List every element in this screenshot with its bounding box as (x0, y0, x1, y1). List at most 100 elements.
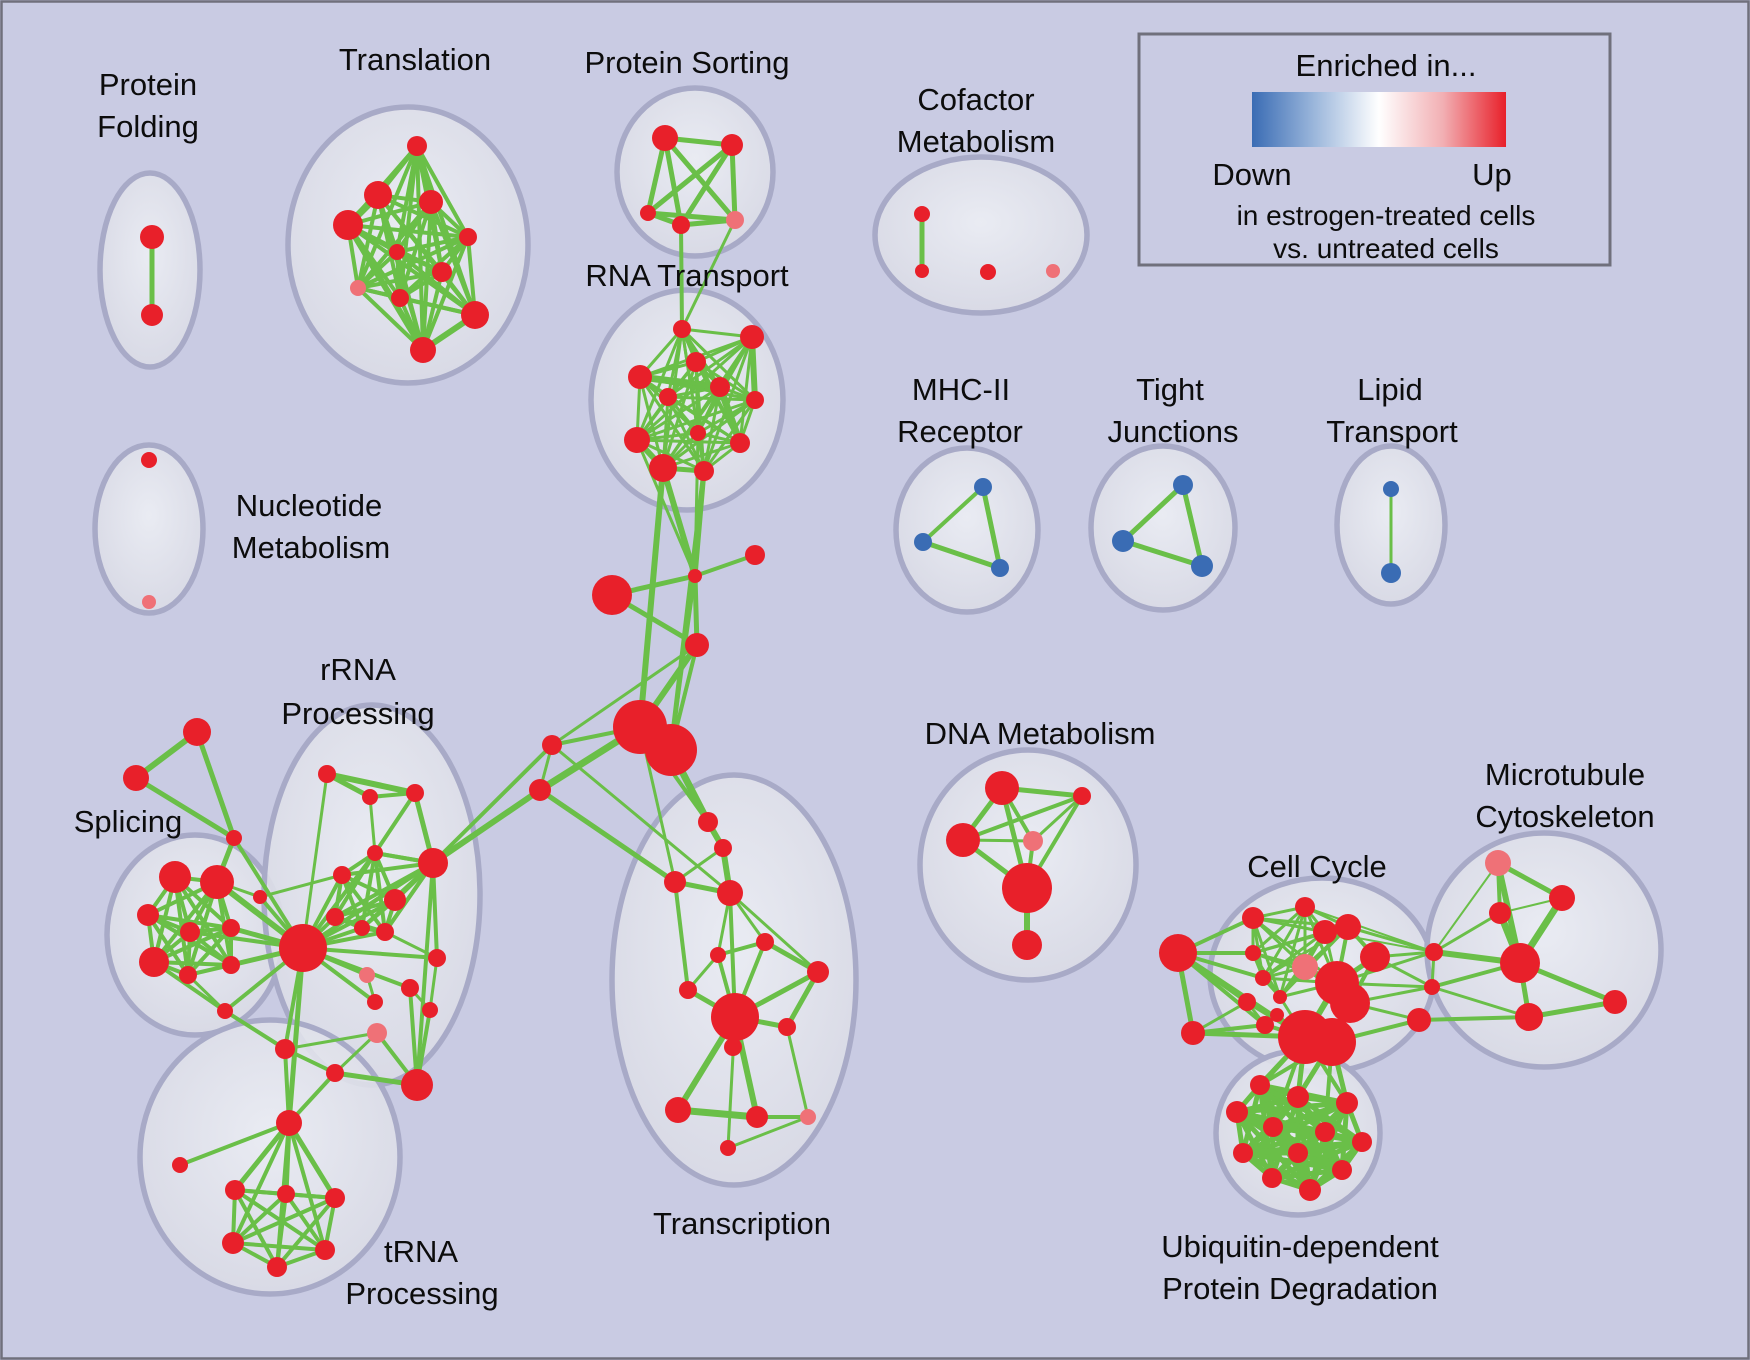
node-rt10 (730, 433, 750, 453)
node-cc1 (1242, 907, 1264, 929)
edge-tr_hub-tr_iso (178, 1121, 291, 1167)
node-r6 (333, 866, 351, 884)
edge-u3-u4 (1234, 1100, 1350, 1115)
node-ps5 (726, 211, 744, 229)
legend-box (1137, 32, 1612, 267)
cluster-label-rrna-processing-line1: rRNA (320, 652, 396, 687)
cluster-label-protein-sorting-line1: Protein Sorting (584, 45, 789, 80)
edge-mt_bl-mt3 (1417, 1015, 1531, 1022)
node-c_s1 (542, 735, 562, 755)
cluster-label-tight-junctions-line1: Tight (1136, 372, 1204, 407)
edge-mt_j2-mt3 (1430, 985, 1531, 1019)
node-cc2 (1295, 897, 1315, 917)
node-t2 (364, 181, 392, 209)
node-d4 (1023, 831, 1043, 851)
cluster-label-mhc-ii-receptor-line2: Receptor (897, 414, 1023, 449)
edge-s9-tr_b (223, 1009, 287, 1051)
node-s4 (180, 922, 200, 942)
node-x9 (778, 1018, 796, 1036)
edge-m1-m3 (980, 484, 1003, 571)
legend-title: Enriched in... (1296, 48, 1477, 83)
edge-c_s1-x4 (550, 743, 732, 895)
legend: Enriched in... Down Up in estrogen-treated … (1137, 32, 1612, 267)
edge-rt2-rt6 (666, 335, 754, 399)
node-u10 (1332, 1160, 1352, 1180)
edge-tr1-tr5 (233, 1188, 327, 1252)
node-s1 (159, 861, 191, 893)
node-x2 (714, 839, 732, 857)
node-ps2 (721, 134, 743, 156)
node-tr5 (315, 1240, 335, 1260)
edge-x8-x3 (673, 880, 690, 992)
node-s3 (137, 904, 159, 926)
node-ps4 (672, 216, 690, 234)
node-r15 (422, 1002, 438, 1018)
node-d2 (1073, 787, 1091, 805)
cluster-label-lipid-transport-line2: Transport (1326, 414, 1458, 449)
node-lt2 (1381, 563, 1401, 583)
edge-rt11-c_g1 (637, 465, 666, 730)
node-rt1 (673, 320, 691, 338)
node-x12 (746, 1106, 768, 1128)
node-u9 (1288, 1143, 1308, 1163)
edge-rt9-c_j (635, 438, 697, 578)
edge-t1-t8 (356, 144, 419, 290)
cluster-label-rrna-processing-line2: Processing (281, 696, 434, 731)
node-d6 (1012, 930, 1042, 960)
edge-s5-s7 (186, 926, 233, 977)
edge-mt_j1-mt2 (1432, 911, 1502, 954)
edge-r3-r4 (373, 791, 417, 855)
node-x14 (720, 1140, 736, 1156)
cluster-label-rna-transport-line1: RNA Transport (585, 258, 789, 293)
edge-rt4-rt11 (638, 375, 665, 470)
node-cc11 (1256, 1016, 1274, 1034)
node-sp_c (226, 830, 242, 846)
cluster-label-trna-processing-line1: tRNA (384, 1234, 458, 1269)
edge-rt2-rt10 (738, 335, 754, 445)
node-rt9 (624, 427, 650, 453)
node-rt3 (686, 352, 706, 372)
edge-r6-r10 (340, 873, 387, 934)
edge-tr2-tr5 (284, 1192, 327, 1252)
node-tr3 (325, 1188, 345, 1208)
node-s2 (200, 865, 234, 899)
edge-rt2-rt12 (702, 335, 754, 473)
node-c_big (592, 575, 632, 615)
node-t6 (389, 244, 405, 260)
node-u4 (1226, 1101, 1248, 1123)
cluster-label-nucleotide-metabolism-line1: Nucleotide (236, 488, 382, 523)
edge-t6-t10 (395, 250, 477, 317)
node-c_iso (745, 545, 765, 565)
node-mt1 (1549, 885, 1575, 911)
nodes-layer (123, 125, 1627, 1277)
edge-rt1-rt9 (635, 327, 684, 442)
cluster-label-nucleotide-metabolism-line2: Metabolism (232, 530, 391, 565)
node-mt3 (1515, 1003, 1543, 1031)
node-x6 (710, 947, 726, 963)
edge-ps4-rt1 (679, 223, 684, 331)
edge-tj1-tj2 (1120, 482, 1186, 544)
edge-mt3-mt4 (1526, 999, 1618, 1020)
edge-tr2-tr6 (275, 1192, 288, 1269)
cluster-label-splicing-line1: Splicing (74, 804, 183, 839)
node-r2 (362, 789, 378, 805)
edge-tr3-tr6 (275, 1196, 337, 1269)
node-rt4 (628, 365, 652, 389)
node-mt_j1 (1425, 943, 1443, 961)
node-tr2 (277, 1185, 295, 1203)
node-x8 (679, 981, 697, 999)
node-m1 (974, 478, 992, 496)
edge-x9-x13 (785, 1025, 810, 1119)
node-nm1 (141, 452, 157, 468)
edge-x7-x4 (728, 891, 820, 974)
node-u3 (1336, 1092, 1358, 1114)
cluster-label-lipid-transport-line1: Lipid (1357, 372, 1423, 407)
node-t3 (419, 190, 443, 214)
edge-s3-s5 (146, 913, 233, 930)
node-x13 (800, 1109, 816, 1125)
node-u5 (1263, 1117, 1283, 1137)
edge-rt7-rt12 (702, 398, 757, 473)
edge-m2-m3 (920, 539, 1003, 571)
cluster-label-cell-cycle-line1: Cell Cycle (1247, 849, 1387, 884)
node-r4 (367, 845, 383, 861)
